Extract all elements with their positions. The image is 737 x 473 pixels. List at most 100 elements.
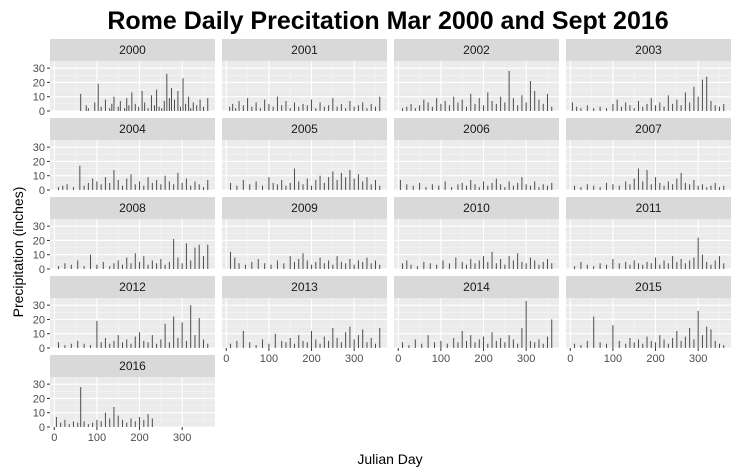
bar [83, 185, 85, 190]
bar [319, 343, 321, 348]
bar [495, 178, 497, 190]
bar [444, 101, 446, 111]
bar [173, 239, 175, 269]
bar [637, 168, 639, 190]
bar [319, 257, 321, 269]
bar [90, 254, 91, 269]
facet-panel-2005: 2005 [222, 118, 387, 191]
bar [491, 332, 493, 348]
y-tick-label: 10 [33, 92, 45, 104]
bar [251, 106, 253, 111]
bar [429, 263, 431, 269]
bar [612, 184, 614, 190]
bar [453, 96, 455, 111]
bar [366, 342, 368, 348]
bar [230, 251, 232, 269]
facet-panel-2014: 2014 0 100 200 300 [394, 276, 559, 365]
bar [684, 263, 686, 269]
bar [379, 185, 381, 190]
bar [113, 263, 115, 269]
bar [68, 424, 70, 427]
bar [147, 177, 149, 190]
bar [701, 335, 703, 348]
bar [113, 170, 115, 190]
bar [672, 256, 674, 269]
bar [500, 338, 502, 348]
bar [478, 260, 480, 269]
bar [302, 253, 304, 269]
bar [676, 99, 678, 111]
bar [349, 101, 351, 111]
bar [461, 261, 463, 269]
bar [190, 185, 192, 190]
bar [96, 181, 98, 190]
x-tick-label: 100 [604, 353, 622, 365]
bar [508, 181, 510, 190]
bar [529, 81, 531, 111]
bar [298, 181, 300, 190]
bar [230, 182, 232, 190]
bar [710, 264, 712, 269]
bar [714, 105, 716, 111]
bar [109, 266, 111, 269]
bar [362, 102, 364, 111]
bar [542, 343, 544, 348]
bar [143, 340, 145, 348]
bar [134, 253, 136, 269]
facet-strip-label: 2002 [463, 43, 490, 57]
bar [302, 184, 304, 190]
bar [574, 343, 576, 348]
bar [542, 261, 544, 269]
bar [104, 412, 106, 427]
bar [328, 260, 330, 269]
bar [198, 318, 200, 348]
bar [242, 105, 244, 111]
bar [126, 98, 128, 111]
bar [349, 259, 351, 269]
bar [104, 338, 106, 348]
facet-panel-2011: 2011 [566, 197, 731, 270]
bar [650, 340, 652, 348]
facet-strip-label: 2005 [291, 122, 318, 136]
bar [512, 98, 514, 111]
bar [177, 172, 179, 190]
bar [345, 332, 347, 348]
bar [440, 103, 442, 111]
bar [593, 185, 595, 190]
bar [281, 180, 283, 190]
bar [349, 170, 351, 190]
bar [160, 339, 162, 348]
bar [474, 103, 476, 111]
panel-background [566, 61, 731, 111]
bar [487, 92, 489, 111]
panel-background [566, 140, 731, 190]
bar [625, 181, 627, 190]
bar [281, 105, 283, 111]
facet-strip [394, 276, 559, 298]
bar [357, 174, 359, 190]
bar [255, 181, 257, 190]
facet-panel-2012: 2012 0 10 20 30 [33, 276, 215, 355]
panel-background [222, 298, 387, 348]
bar [500, 96, 502, 111]
bar [646, 103, 648, 111]
bar [236, 340, 238, 348]
bar [710, 185, 712, 190]
bar [606, 343, 607, 348]
x-tick-label: 200 [474, 353, 492, 365]
bar [198, 244, 200, 269]
bar [130, 343, 132, 348]
bar [663, 260, 665, 269]
bar [235, 108, 237, 111]
bar [332, 264, 334, 269]
bar [495, 340, 497, 348]
bar [574, 185, 576, 190]
bar [83, 266, 85, 269]
bar [374, 260, 376, 269]
bar [293, 261, 295, 269]
bar [340, 342, 342, 348]
bar [551, 263, 553, 269]
bar [538, 187, 540, 190]
bar [457, 102, 459, 111]
bar [113, 340, 115, 348]
